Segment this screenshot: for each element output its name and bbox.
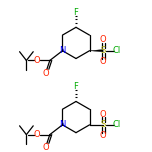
Text: O: O xyxy=(43,143,49,152)
Text: O: O xyxy=(100,57,107,66)
Text: O: O xyxy=(100,36,107,45)
Text: F: F xyxy=(74,82,78,91)
Text: O: O xyxy=(34,56,40,65)
Text: O: O xyxy=(100,131,107,140)
Text: N: N xyxy=(59,46,66,55)
Text: Cl: Cl xyxy=(113,46,121,55)
Text: O: O xyxy=(43,69,49,78)
Text: Cl: Cl xyxy=(113,120,121,129)
Text: N: N xyxy=(59,120,66,129)
Text: O: O xyxy=(100,110,107,119)
Text: S: S xyxy=(100,120,106,129)
Text: F: F xyxy=(74,8,78,17)
Text: O: O xyxy=(34,130,40,139)
Polygon shape xyxy=(90,50,103,52)
Text: S: S xyxy=(100,46,106,55)
